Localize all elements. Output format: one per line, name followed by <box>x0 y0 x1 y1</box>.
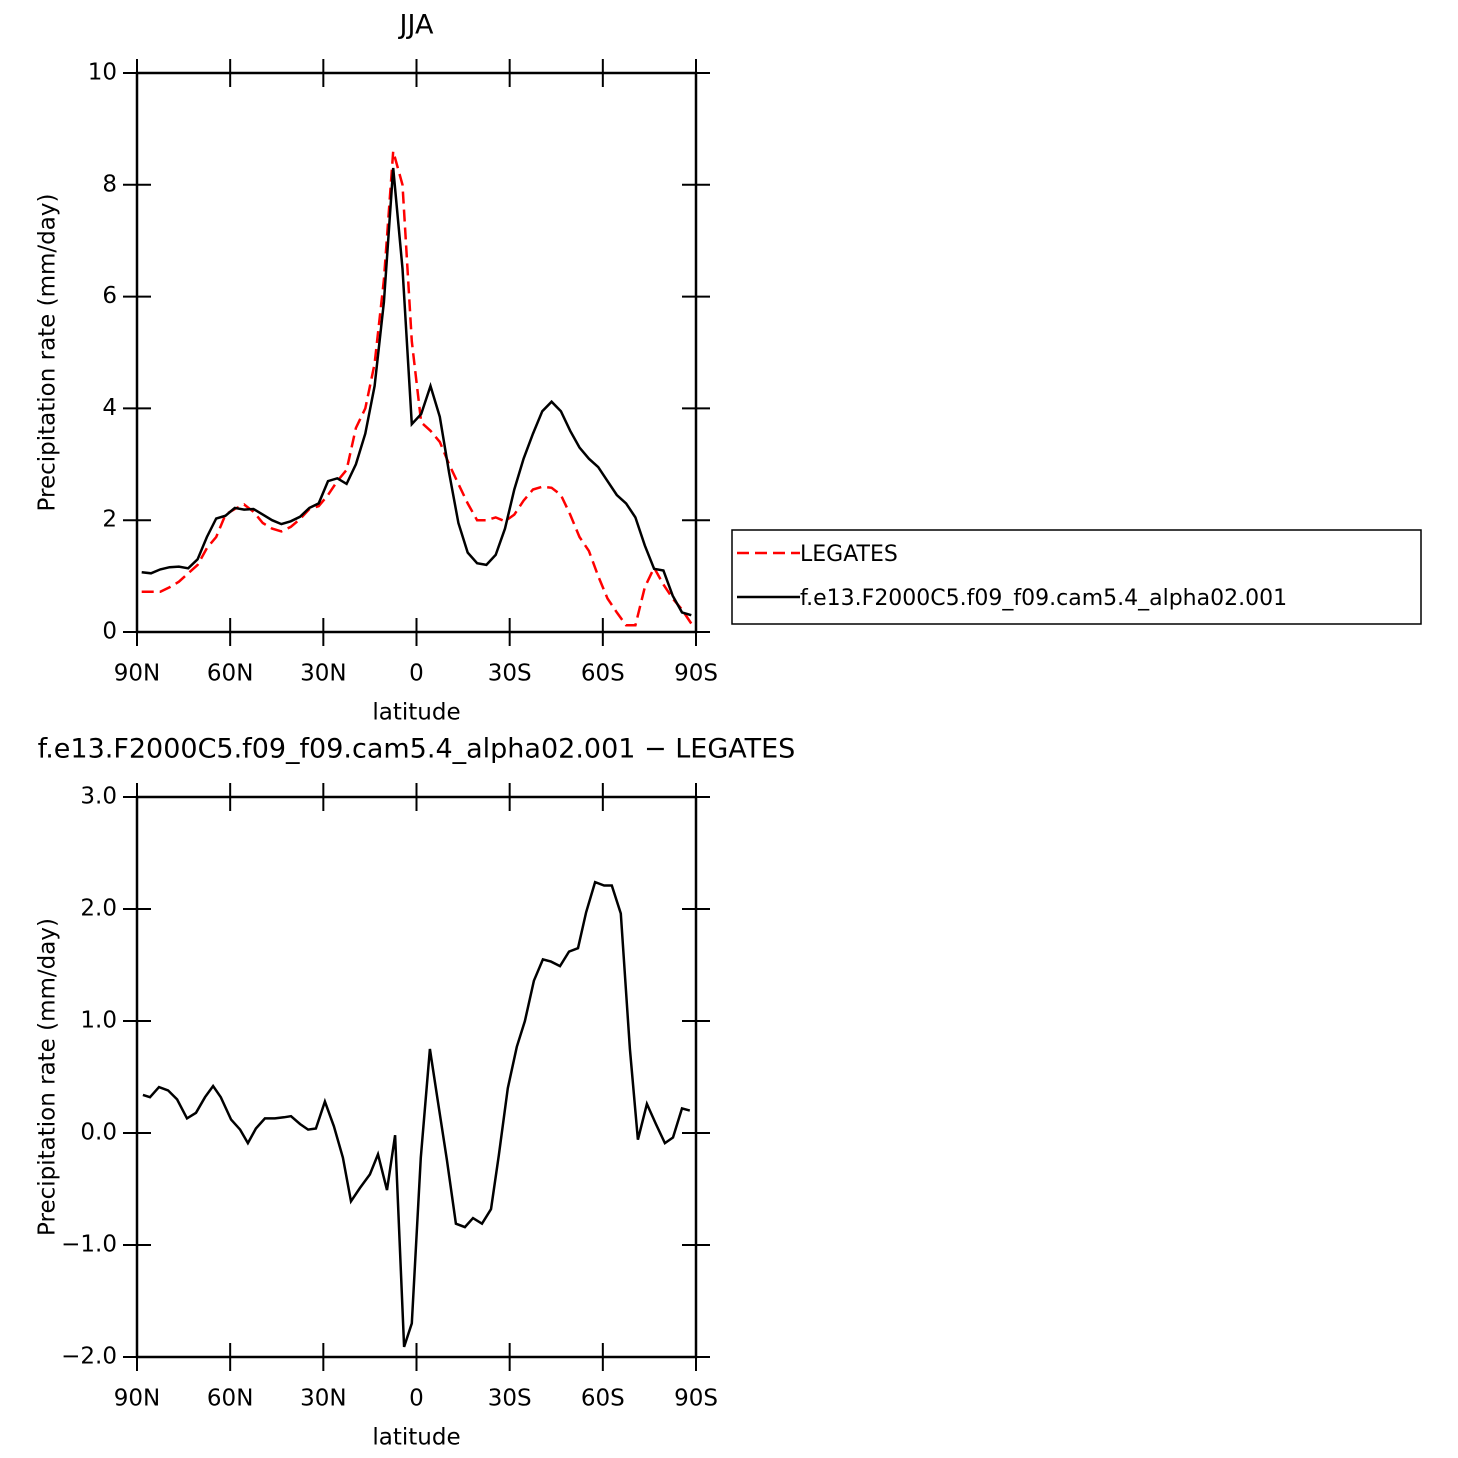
x-tick-label: 30S <box>488 1386 532 1412</box>
x-tick-label: 90S <box>674 661 718 687</box>
x-tick-label: 60N <box>207 661 253 687</box>
chart-title: JJA <box>398 10 434 41</box>
y-tick-label: −1.0 <box>61 1232 117 1258</box>
x-tick-label: 90S <box>674 1386 718 1412</box>
y-tick-label: −2.0 <box>61 1344 117 1370</box>
x-tick-label: 30S <box>488 661 532 687</box>
y-tick-label: 10 <box>88 60 117 86</box>
x-tick-label: 90N <box>114 661 160 687</box>
y-tick-label: 0 <box>102 619 117 645</box>
y-tick-label: 0.0 <box>80 1120 117 1146</box>
data-line <box>142 880 691 1348</box>
x-tick-label: 60N <box>207 1386 253 1412</box>
x-tick-label: 60S <box>581 661 625 687</box>
y-axis-title: Precipitation rate (mm/day) <box>35 918 61 1236</box>
data-line <box>141 167 692 617</box>
chart-title: f.e13.F2000C5.f09_f09.cam5.4_alpha02.001… <box>38 734 796 765</box>
y-tick-label: 4 <box>102 395 117 421</box>
legend-box <box>731 529 1422 625</box>
x-tick-label: 0 <box>409 661 424 687</box>
y-axis-title: Precipitation rate (mm/day) <box>35 194 61 512</box>
x-tick-label: 30N <box>300 661 346 687</box>
x-axis-title: latitude <box>372 700 460 726</box>
x-tick-label: 60S <box>581 1386 625 1412</box>
plot-frame <box>135 795 698 1359</box>
y-tick-label: 8 <box>102 171 117 197</box>
x-tick-label: 0 <box>409 1386 424 1412</box>
y-tick-label: 6 <box>102 283 117 309</box>
legend-label: f.e13.F2000C5.f09_f09.cam5.4_alpha02.001 <box>800 586 1287 611</box>
x-axis-title: latitude <box>372 1425 460 1451</box>
x-tick-label: 30N <box>300 1386 346 1412</box>
plot-frame <box>135 71 698 634</box>
legend-label: LEGATES <box>800 542 898 567</box>
data-line <box>141 150 693 627</box>
x-tick-label: 90N <box>114 1386 160 1412</box>
y-tick-label: 1.0 <box>80 1008 117 1034</box>
y-tick-label: 3.0 <box>80 784 117 810</box>
y-tick-label: 2 <box>102 507 117 533</box>
y-tick-label: 2.0 <box>80 896 117 922</box>
